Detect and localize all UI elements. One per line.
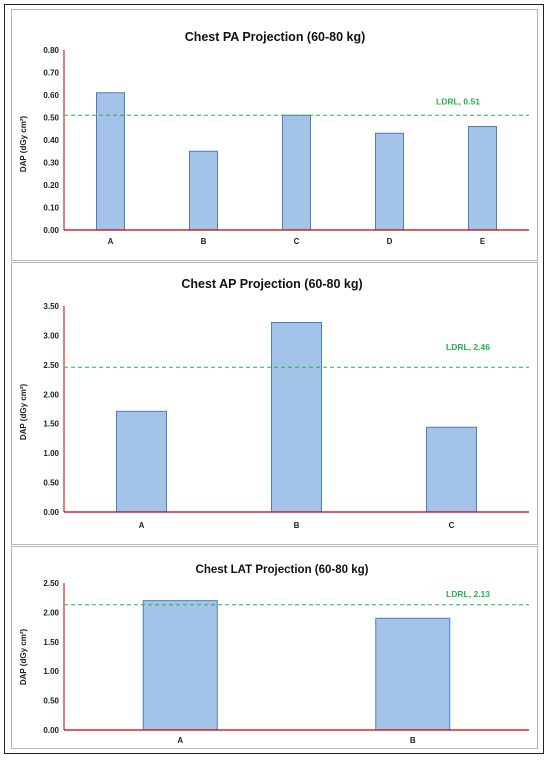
y-tick-label: 0.00 xyxy=(43,726,59,735)
y-tick-label: 0.00 xyxy=(43,226,59,235)
bar-d xyxy=(375,132,404,231)
y-tick-label: 0.50 xyxy=(43,479,59,488)
y-tick-label: 2.50 xyxy=(43,361,59,370)
x-tick-label: C xyxy=(294,237,300,246)
x-tick-label: A xyxy=(139,521,145,530)
y-tick-label: 2.00 xyxy=(43,608,59,617)
bar-c xyxy=(282,114,311,231)
y-tick-label: 0.00 xyxy=(43,508,59,517)
x-tick-label: A xyxy=(177,736,183,745)
y-tick-label: 0.50 xyxy=(43,697,59,706)
chart-panel-ap: Chest AP Projection (60-80 kg) DAP (dGy … xyxy=(11,262,538,545)
y-axis-label: DAP (dGy cm²) xyxy=(19,384,28,441)
chart-pa: Chest PA Projection (60-80 kg) DAP (dGy … xyxy=(19,30,529,246)
figure-frame: Chest PA Projection (60-80 kg) DAP (dGy … xyxy=(4,4,544,754)
x-tick-label: B xyxy=(294,521,300,530)
bar-e xyxy=(468,126,497,231)
y-tick-label: 2.00 xyxy=(43,390,59,399)
bar-a xyxy=(96,92,125,231)
bar-b xyxy=(189,150,218,231)
y-tick-label: 0.30 xyxy=(43,159,59,168)
bar-b xyxy=(271,321,322,513)
x-tick-label: B xyxy=(410,736,416,745)
y-tick-label: 0.40 xyxy=(43,136,59,145)
y-tick-label: 0.60 xyxy=(43,91,59,100)
chart-title: Chest AP Projection (60-80 kg) xyxy=(181,277,362,291)
x-tick-label: A xyxy=(108,237,114,246)
chart-panel-lat: Chest LAT Projection (60-80 kg) DAP (dGy… xyxy=(11,546,538,749)
x-tick-label: B xyxy=(201,237,207,246)
plot-area: 0.00 0.50 1.00 1.50 2.00 2.50 3.00 3.50 A B C LDRL,… xyxy=(43,302,529,530)
y-tick-label: 0.80 xyxy=(43,46,59,55)
y-axis-label: DAP (dGy cm²) xyxy=(19,629,28,686)
y-tick-label: 3.50 xyxy=(43,302,59,311)
x-tick-label: E xyxy=(480,237,486,246)
x-tick-label: C xyxy=(449,521,455,530)
y-tick-label: 1.50 xyxy=(43,420,59,429)
chart-ap: Chest AP Projection (60-80 kg) DAP (dGy … xyxy=(19,277,529,530)
y-tick-label: 3.00 xyxy=(43,331,59,340)
chart-title: Chest PA Projection (60-80 kg) xyxy=(185,30,366,44)
ldrl-label: LDRL, 2.46 xyxy=(446,342,490,352)
plot-area: 0.00 0.10 0.20 0.30 0.40 0.50 0.60 0.70 0.80 A B C D… xyxy=(43,46,529,246)
y-tick-label: 0.20 xyxy=(43,181,59,190)
y-tick-label: 0.50 xyxy=(43,114,59,123)
bar-c xyxy=(426,426,477,513)
y-tick-label: 1.00 xyxy=(43,449,59,458)
y-tick-label: 0.70 xyxy=(43,69,59,78)
y-tick-label: 2.50 xyxy=(43,579,59,588)
y-axis-label: DAP (dGy cm²) xyxy=(19,116,28,173)
y-tick-label: 1.00 xyxy=(43,667,59,676)
ldrl-label: LDRL, 2.13 xyxy=(446,589,490,599)
bar-a xyxy=(116,410,167,513)
ldrl-label: LDRL, 0.51 xyxy=(436,96,480,106)
y-tick-label: 0.10 xyxy=(43,204,59,213)
bar-a xyxy=(142,600,218,731)
chart-panel-pa: Chest PA Projection (60-80 kg) DAP (dGy … xyxy=(11,9,538,261)
chart-title: Chest LAT Projection (60-80 kg) xyxy=(196,564,369,576)
y-tick-label: 1.50 xyxy=(43,638,59,647)
bar-b xyxy=(375,617,451,731)
x-tick-label: D xyxy=(387,237,393,246)
plot-area: 0.00 0.50 1.00 1.50 2.00 2.50 A B LDRL, 2.13 xyxy=(43,579,529,745)
chart-lat: Chest LAT Projection (60-80 kg) DAP (dGy… xyxy=(19,564,529,745)
